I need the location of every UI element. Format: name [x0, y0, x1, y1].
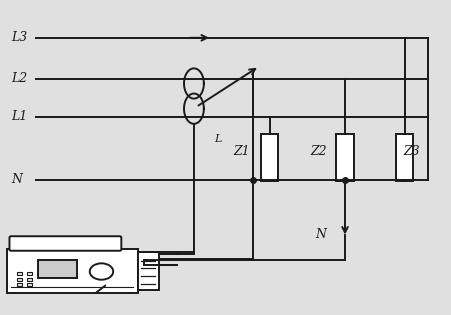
Text: L3: L3 [11, 31, 28, 44]
Bar [261, 134, 278, 181]
Text: Z3: Z3 [404, 145, 420, 158]
Bar [38, 260, 77, 278]
Text: L: L [214, 134, 221, 144]
Bar [396, 134, 413, 181]
Bar [17, 283, 22, 286]
Text: Z1: Z1 [234, 145, 250, 158]
Text: N: N [316, 228, 327, 241]
Bar [27, 278, 32, 281]
Text: L1: L1 [11, 110, 28, 123]
Bar [17, 272, 22, 275]
Bar [17, 278, 22, 281]
Bar [27, 283, 32, 286]
Bar [336, 134, 354, 181]
Circle shape [90, 263, 113, 280]
Text: L2: L2 [11, 72, 28, 85]
Bar [138, 252, 159, 290]
FancyBboxPatch shape [9, 236, 121, 251]
Text: N: N [11, 173, 22, 186]
Text: Z2: Z2 [310, 145, 327, 158]
Bar [27, 272, 32, 275]
Bar [7, 249, 138, 293]
